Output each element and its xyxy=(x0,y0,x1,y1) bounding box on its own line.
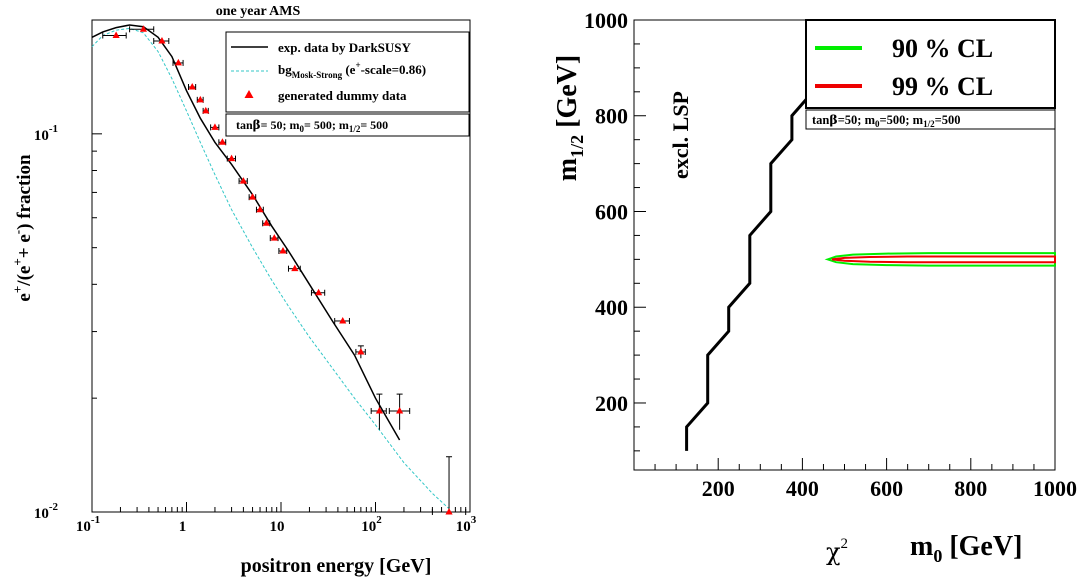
y-tick-label: 10-2 xyxy=(34,501,59,522)
data-point xyxy=(227,154,236,162)
info-box-text: tanβ= 50; m0= 500; m1/2= 500 xyxy=(236,118,388,134)
info-box-frame xyxy=(225,113,470,137)
x-tick-label: 103 xyxy=(456,514,477,535)
legend-box xyxy=(805,19,1056,109)
chi-square-label: χ2 xyxy=(826,536,848,566)
data-point xyxy=(270,234,278,241)
left-plot-series xyxy=(91,24,467,515)
x-tick-label: 10-1 xyxy=(76,514,100,535)
excluded-region-label: excl. LSP xyxy=(668,91,693,179)
data-point xyxy=(339,316,347,324)
data-point xyxy=(396,406,404,414)
info-box-text: tanβ=50; m0=500; m1/2=500 xyxy=(812,112,960,129)
right-chart: 200 400 600 800 1000 200 400 600 800 1000 excl. … xyxy=(552,8,1077,566)
y-tick-label: 1000 xyxy=(584,8,628,33)
data-point xyxy=(196,95,204,103)
y-tick-label: 200 xyxy=(595,391,628,416)
data-point xyxy=(262,219,270,226)
contour-90-cl xyxy=(824,252,1056,267)
legend-label-background: bgMosk-Strong (e+-scale=0.86) xyxy=(278,60,426,80)
left-y-axis-label: e+/(e++ e-) fraction xyxy=(10,154,35,302)
data-point xyxy=(139,25,148,32)
y-tick-label: 800 xyxy=(595,104,628,129)
contour-99-cl xyxy=(831,255,1056,264)
data-point xyxy=(375,406,384,414)
info-box-frame xyxy=(805,109,1056,130)
data-point xyxy=(112,31,120,38)
x-tick-label: 600 xyxy=(870,476,903,501)
legend-label-dummy: generated dummy data xyxy=(278,88,407,103)
left-x-axis: 10-1 1 10 102 103 xyxy=(76,502,477,535)
data-point xyxy=(357,347,365,355)
data-point xyxy=(315,288,323,296)
x-tick-label: 10 xyxy=(270,519,285,535)
data-point xyxy=(218,138,227,145)
y-tick-label: 400 xyxy=(595,295,628,320)
left-chart: one year AMS 10-1 1 10 102 103 10-1 10-2 posi… xyxy=(10,4,477,577)
data-point xyxy=(174,58,182,66)
data-point xyxy=(256,205,264,213)
left-parameter-box: tanβ= 50; m0= 500; m1/2= 500 xyxy=(225,113,470,137)
x-tick-label: 200 xyxy=(702,476,735,501)
right-y-axis: 200 400 600 800 1000 xyxy=(584,8,646,452)
data-point xyxy=(291,264,299,272)
x-tick-label: 1 xyxy=(179,519,187,535)
x-tick-label: 1000 xyxy=(1033,476,1077,501)
data-point xyxy=(158,36,166,44)
data-point xyxy=(445,508,453,515)
left-y-axis: 10-1 10-2 xyxy=(34,19,102,522)
legend-label: 99 % CL xyxy=(892,72,993,101)
x-tick-label: 102 xyxy=(361,514,382,535)
data-point xyxy=(248,193,257,200)
data-point xyxy=(211,123,219,130)
darksusy-curve xyxy=(91,24,401,441)
right-legend: 90 % CL 99 % CL xyxy=(805,19,1056,109)
legend-label: 90 % CL xyxy=(892,34,993,63)
legend-box xyxy=(225,31,470,113)
x-tick-label: 400 xyxy=(786,476,819,501)
y-tick-label: 600 xyxy=(595,199,628,224)
data-point xyxy=(202,106,210,114)
legend-label-darksusy: exp. data by DarkSUSY xyxy=(278,40,412,55)
x-tick-label: 800 xyxy=(954,476,987,501)
data-point xyxy=(279,246,287,254)
left-legend: exp. data by DarkSUSY bgMosk-Strong (e+-s… xyxy=(225,31,470,113)
left-chart-title: one year AMS xyxy=(216,4,301,19)
right-y-axis-label: m1/2 [GeV] xyxy=(552,55,587,181)
legend-marker-swatch xyxy=(244,90,254,98)
left-x-axis-label: positron energy [GeV] xyxy=(241,555,432,577)
background-curve xyxy=(91,27,450,510)
right-x-axis: 200 400 600 800 1000 xyxy=(633,458,1077,501)
data-point xyxy=(188,83,196,90)
data-point xyxy=(239,177,247,184)
y-tick-label: 10-1 xyxy=(34,123,58,144)
right-parameter-box: tanβ=50; m0=500; m1/2=500 xyxy=(805,109,1056,130)
right-x-axis-label: m0 [GeV] xyxy=(910,531,1022,566)
